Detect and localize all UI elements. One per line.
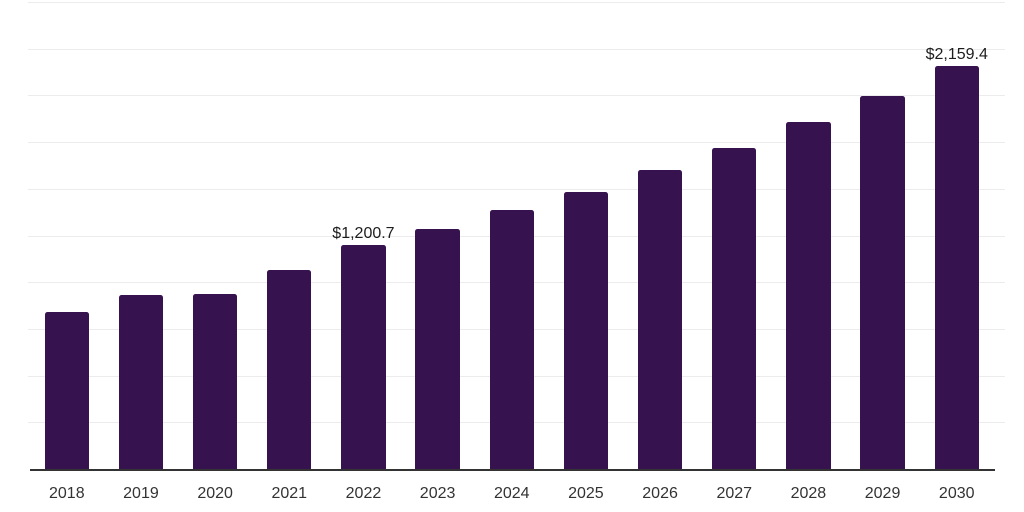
- bar-2019: [118, 295, 164, 469]
- bar-2025: [563, 191, 609, 469]
- bar-2021: [267, 269, 312, 469]
- gridline: [28, 142, 1005, 144]
- bar-2018: [44, 312, 89, 469]
- x-tick-label-2022: 2022: [345, 485, 382, 502]
- bar-2028: [786, 122, 831, 469]
- x-tick-label-2024: 2024: [493, 485, 530, 502]
- bar-value-label-2030: $2,159.4: [925, 45, 988, 63]
- bar-2024: [489, 210, 534, 469]
- bar-2026: [637, 170, 683, 469]
- x-tick-label-2023: 2023: [419, 485, 456, 502]
- x-tick-label-2025: 2025: [568, 485, 604, 502]
- x-tick-label-2021: 2021: [271, 485, 308, 502]
- bar-2022: [341, 244, 386, 469]
- x-tick-label-2028: 2028: [790, 485, 827, 502]
- x-axis-line: [30, 469, 995, 471]
- x-tick-label-2030: 2030: [938, 485, 975, 502]
- x-tick-label-2020: 2020: [197, 485, 233, 502]
- bar-2030: [934, 65, 979, 469]
- gridline: [28, 95, 1005, 97]
- gridline: [28, 48, 1005, 50]
- bar-2020: [192, 293, 238, 469]
- bar-2023: [415, 228, 460, 469]
- x-tick-label-2029: 2029: [864, 485, 901, 502]
- bar-2029: [860, 95, 905, 469]
- gridline: [28, 188, 1005, 190]
- x-tick-label-2027: 2027: [716, 485, 753, 502]
- x-tick-label-2026: 2026: [642, 485, 678, 502]
- x-tick-label-2018: 2018: [49, 485, 85, 502]
- x-tick-label-2019: 2019: [123, 485, 159, 502]
- bar-value-label-2022: $1,200.7: [332, 224, 395, 242]
- bar-2027: [712, 148, 757, 469]
- gridline: [28, 2, 1005, 3]
